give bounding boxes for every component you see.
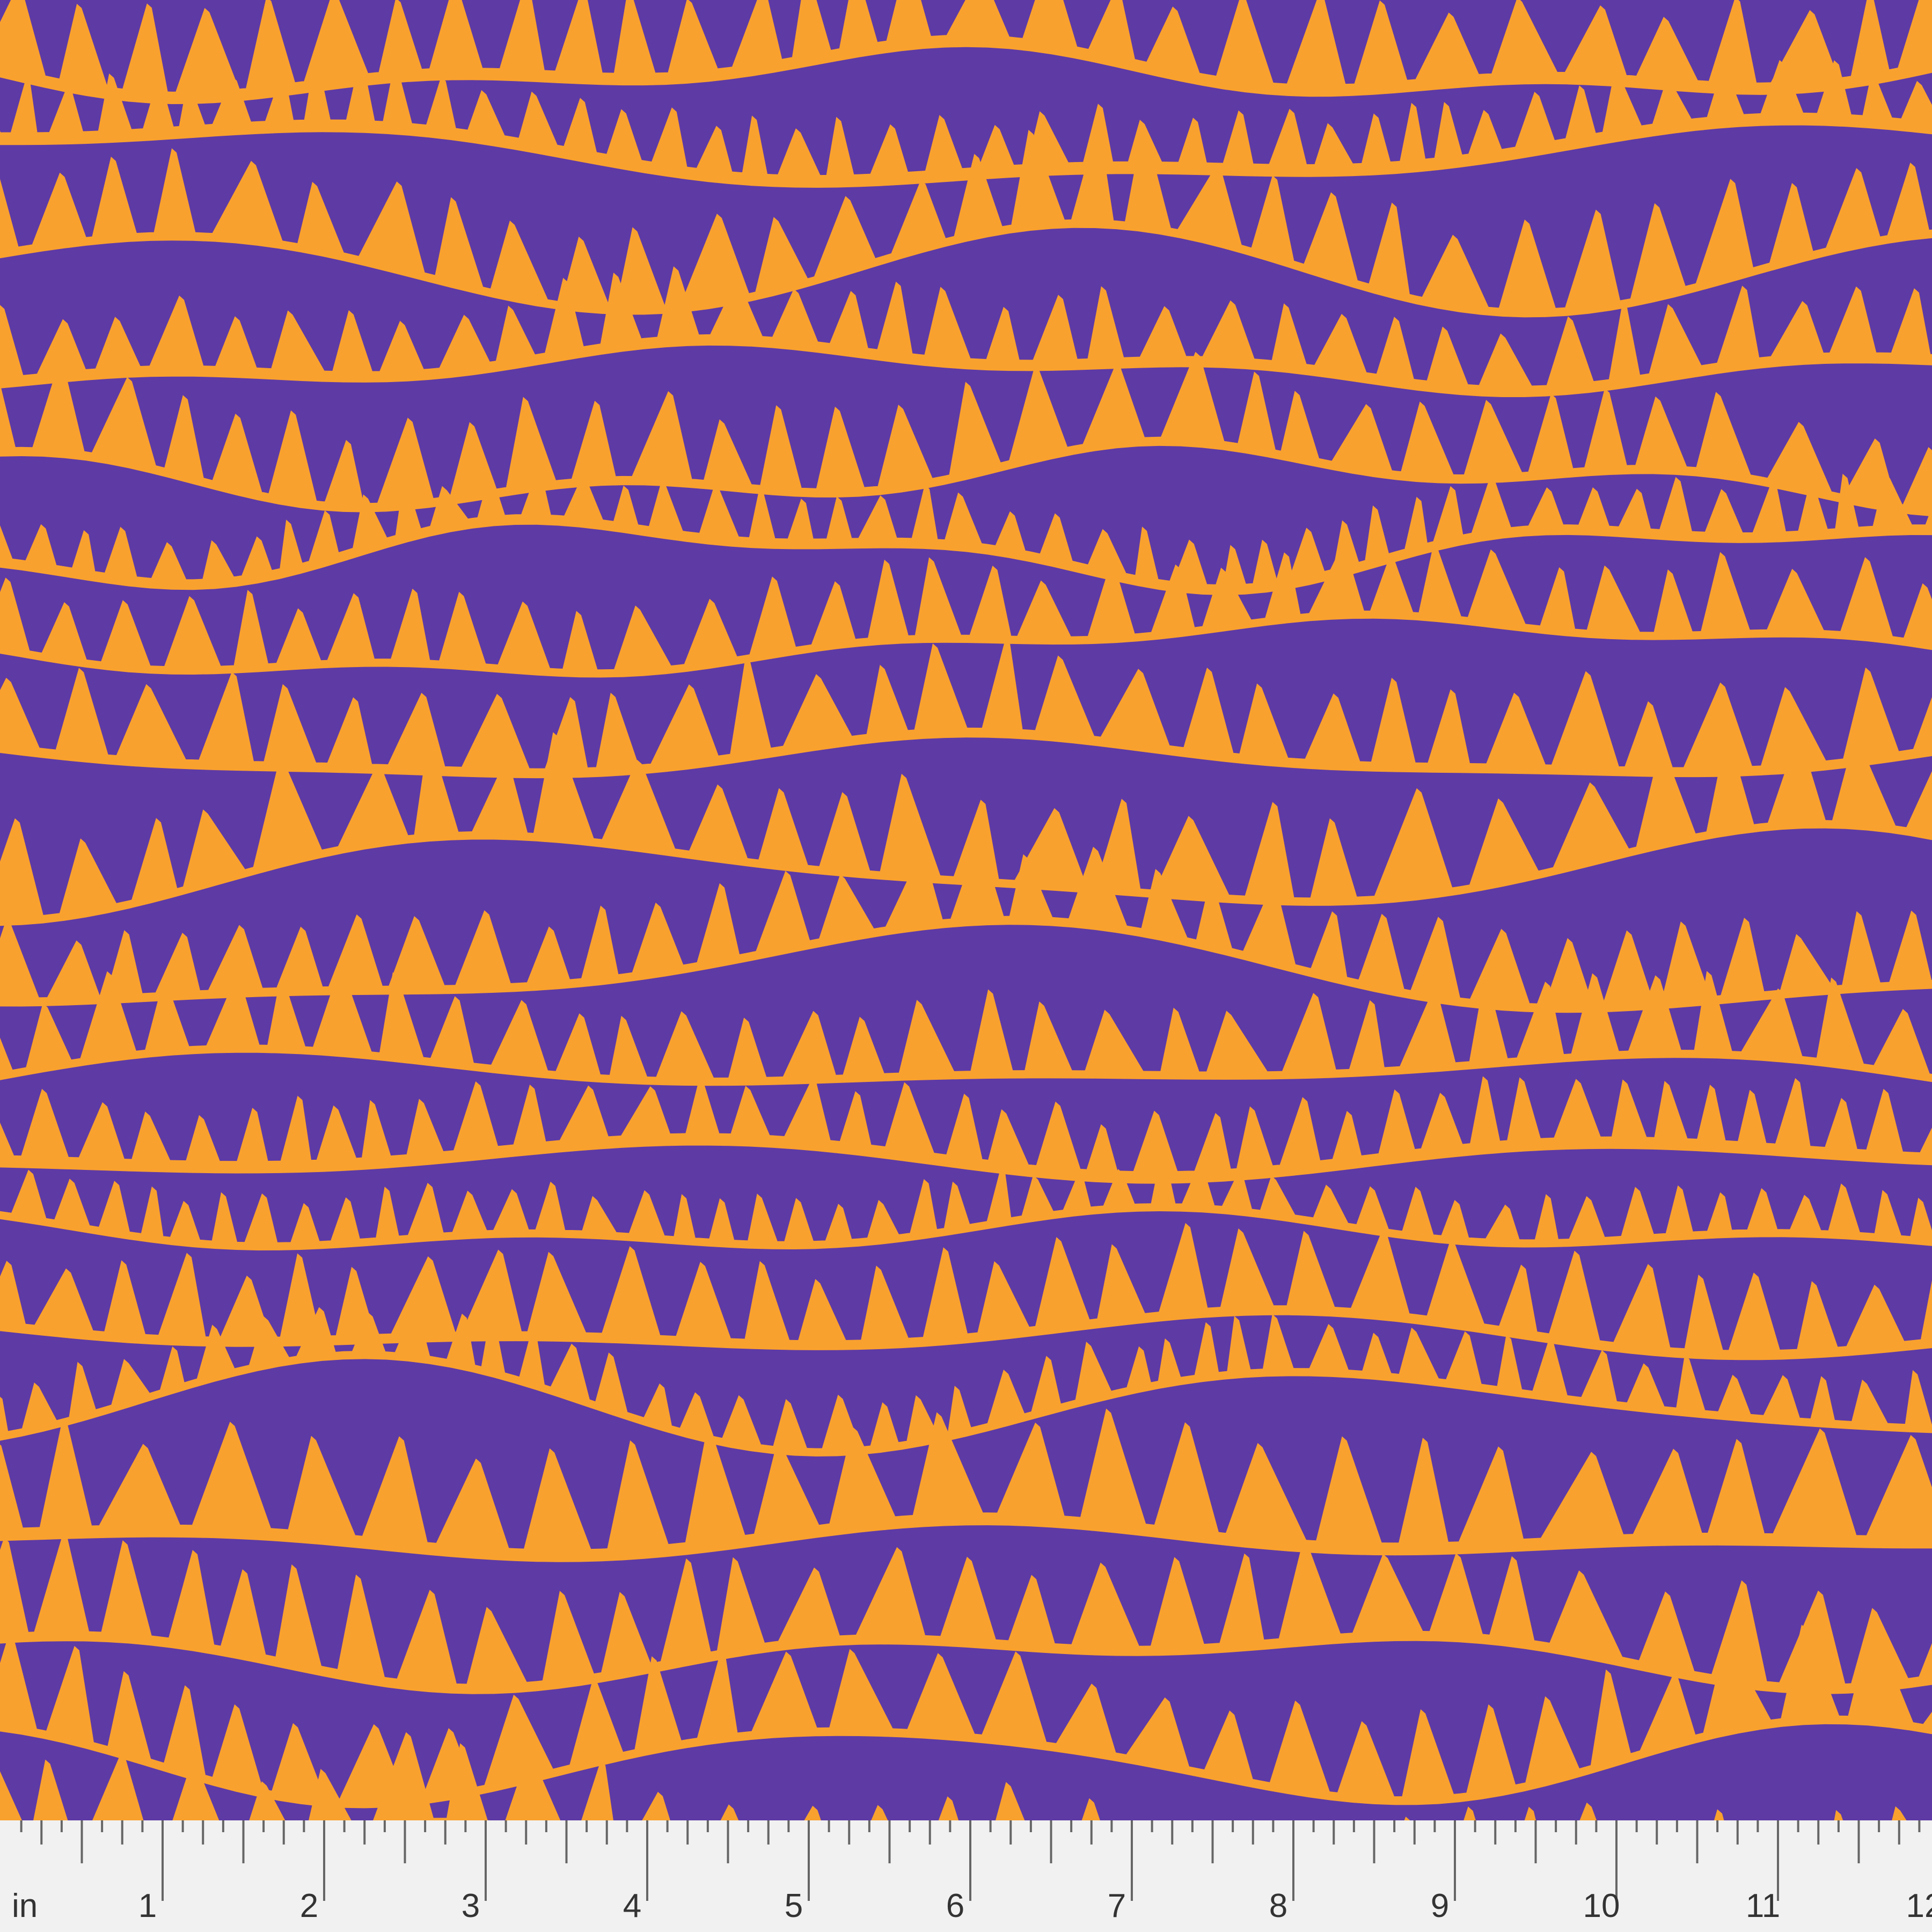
ruler-label: 2 [300,1887,318,1924]
spike-row [0,266,1932,397]
spike-row [0,639,1932,779]
ruler-unit: in [12,1887,38,1924]
spike-row [0,1223,1932,1360]
spike-row [0,129,1932,318]
spike-row [0,60,1932,188]
spike-row [0,1076,1932,1184]
spike-row [0,545,1932,678]
ruler-label: 11 [1746,1887,1780,1924]
ruler-label: 4 [623,1887,641,1924]
spike-row [0,1154,1932,1250]
spike-row [0,840,1932,1013]
ruler-label: 5 [785,1887,803,1924]
ruler-label: 7 [1108,1887,1126,1924]
spike-row [0,1408,1932,1562]
spike-row [0,1624,1932,1809]
ruler-label: 9 [1431,1887,1449,1924]
ruler-label: 6 [946,1887,964,1924]
ruler-label: 1 [138,1887,157,1924]
spike-row [0,352,1932,517]
spike-row [0,968,1932,1086]
ruler-label: 12 [1906,1887,1932,1924]
spike-row [0,0,1932,104]
spike-row [0,1307,1932,1457]
spike-row [0,732,1932,926]
ruler-label: 3 [462,1887,480,1924]
ruler-label: 8 [1269,1887,1287,1924]
spike-row [0,470,1932,595]
ruler-ticks: 123456789101112 [20,1820,1932,1924]
spike-row [0,1534,1932,1694]
ruler [0,1820,1932,1932]
ruler-label: 10 [1583,1887,1620,1924]
